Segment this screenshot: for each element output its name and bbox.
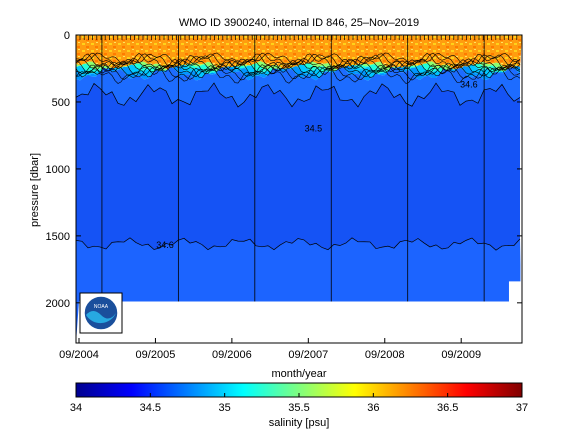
noaa-logo-wave	[86, 311, 116, 324]
colorbar-tick-label: 34.5	[140, 402, 161, 414]
contour-labels: 34.5 34.6 34.6	[156, 80, 477, 251]
contour-line	[76, 64, 521, 84]
contour-line	[76, 237, 521, 251]
contour-lines	[76, 52, 521, 251]
contour-line	[76, 64, 521, 81]
layer-upper-intermediate	[76, 66, 520, 107]
contour-line	[76, 58, 521, 79]
profile-tick-marks	[79, 35, 518, 40]
x-axis-label: month/year	[271, 368, 326, 380]
colorbar-tick-label: 36	[367, 402, 379, 414]
noaa-logo-outer	[84, 296, 118, 330]
y-tick-label: 2000	[46, 298, 70, 310]
y-tick-label: 500	[52, 97, 70, 109]
x-tick-label: 09/2004	[59, 349, 99, 361]
colorbar-label: salinity [psu]	[269, 417, 330, 429]
layer-surface	[76, 35, 522, 71]
colorbar-tick-label: 37	[516, 402, 528, 414]
contour-label: 34.6	[460, 80, 478, 90]
noaa-logo-ring	[83, 295, 119, 331]
y-tick-label: 1500	[46, 231, 70, 243]
x-tick-label: 09/2007	[288, 349, 328, 361]
chart-title: WMO ID 3900240, internal ID 846, 25–Nov–…	[179, 17, 419, 29]
y-tick-label: 1000	[46, 164, 70, 176]
x-tick-label: 09/2009	[441, 349, 481, 361]
colorbar-tick-label: 36.5	[437, 402, 458, 414]
contour-label: 34.6	[156, 240, 174, 250]
year-divider-lines	[101, 35, 485, 343]
colorbar-tick-label: 34	[70, 402, 82, 414]
layer-thermocline-band	[76, 65, 520, 81]
plot-frame	[75, 34, 523, 344]
colorbar-tick-label: 35.5	[288, 402, 309, 414]
contour-line	[76, 63, 521, 77]
x-axis: 09/2004 09/2005 09/2006 09/2007 09/2008 09/20…	[59, 338, 481, 361]
x-tick-label: 09/2008	[365, 349, 405, 361]
layer-intermediate	[76, 83, 520, 251]
y-axis-label: pressure [dbar]	[29, 153, 41, 227]
plot-area: 34.5 34.6 34.6	[76, 35, 522, 343]
x-tick-label: 09/2006	[212, 349, 252, 361]
salinity-layers	[76, 35, 522, 343]
colorbar-ticks: 34 34.5 35 35.5 36 36.5 37	[70, 393, 528, 414]
contour-line	[76, 82, 521, 108]
colorbar-tick-label: 35	[219, 402, 231, 414]
y-tick-label: 0	[64, 30, 70, 42]
noaa-logo-text: NOAA	[94, 304, 109, 310]
x-tick-label: 09/2005	[136, 349, 176, 361]
noaa-logo: NOAA	[79, 292, 123, 334]
contour-label: 34.5	[305, 124, 323, 134]
contour-line	[76, 52, 521, 70]
